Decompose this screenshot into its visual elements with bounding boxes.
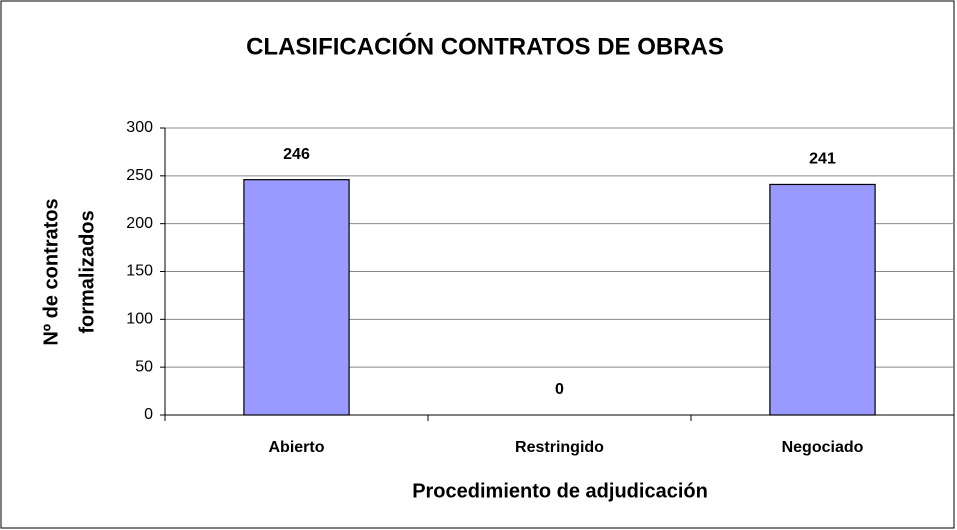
y-axis-label: formalizados <box>76 210 98 333</box>
y-tick-label: 0 <box>144 406 153 423</box>
data-label: 241 <box>809 151 836 168</box>
x-axis-label: Procedimiento de adjudicación <box>412 480 708 502</box>
bar <box>243 179 350 416</box>
y-tick-label: 100 <box>126 311 153 328</box>
x-tick-label: Restringido <box>515 439 604 456</box>
y-tick-label: 200 <box>126 215 153 232</box>
y-axis-label: Nº de contratos <box>40 198 62 345</box>
x-tick-label: Negociado <box>782 439 864 456</box>
y-tick-label: 250 <box>126 167 153 184</box>
y-tick-label: 300 <box>126 119 153 136</box>
chart-title: CLASIFICACIÓN CONTRATOS DE OBRAS <box>246 32 724 60</box>
x-tick-label: Abierto <box>269 439 325 456</box>
y-tick-label: 150 <box>126 263 153 280</box>
bar <box>769 183 876 416</box>
data-label: 0 <box>555 381 564 398</box>
y-tick-label: 50 <box>135 358 153 375</box>
data-label: 246 <box>283 146 310 163</box>
